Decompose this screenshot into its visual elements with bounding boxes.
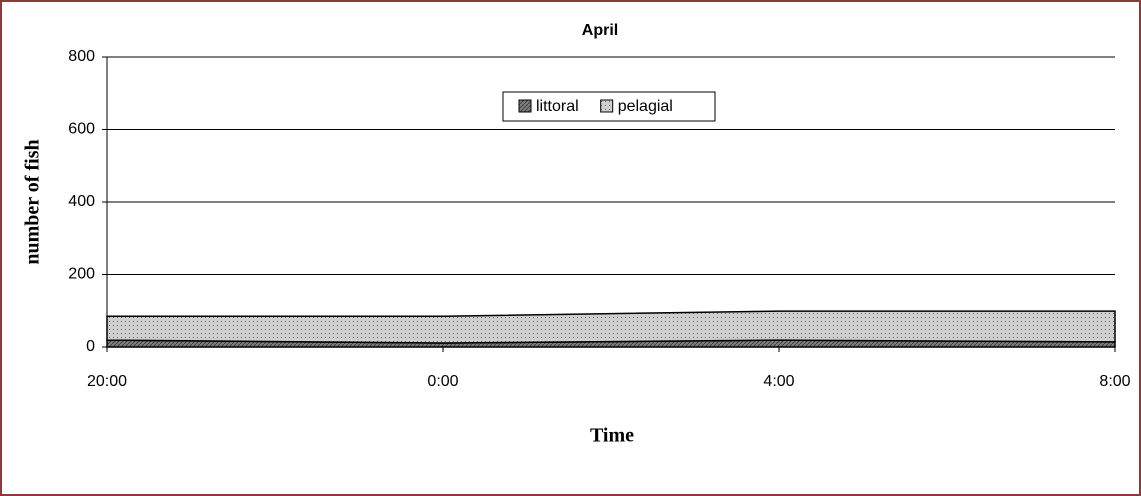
x-tick-label: 4:00	[763, 373, 794, 390]
area	[106, 310, 1116, 344]
legend-swatch	[518, 99, 532, 113]
y-tick-label: 800	[68, 48, 95, 65]
chart-title: April	[582, 22, 618, 39]
legend-label: littoral	[536, 98, 579, 115]
y-axis-label: number of fish	[22, 139, 44, 264]
legend-swatch	[600, 99, 614, 113]
x-tick-label: 8:00	[1099, 373, 1130, 390]
legend: littoral pelagial	[502, 91, 716, 122]
y-tick-label: 0	[86, 338, 95, 355]
y-tick-label: 600	[68, 121, 95, 138]
y-tick-label: 200	[68, 266, 95, 283]
x-tick-label: 0:00	[427, 373, 458, 390]
y-tick-label: 400	[68, 193, 95, 210]
x-axis-label: Time	[590, 425, 634, 447]
x-tick-label: 20:00	[87, 373, 127, 390]
legend-label: pelagial	[618, 98, 673, 115]
